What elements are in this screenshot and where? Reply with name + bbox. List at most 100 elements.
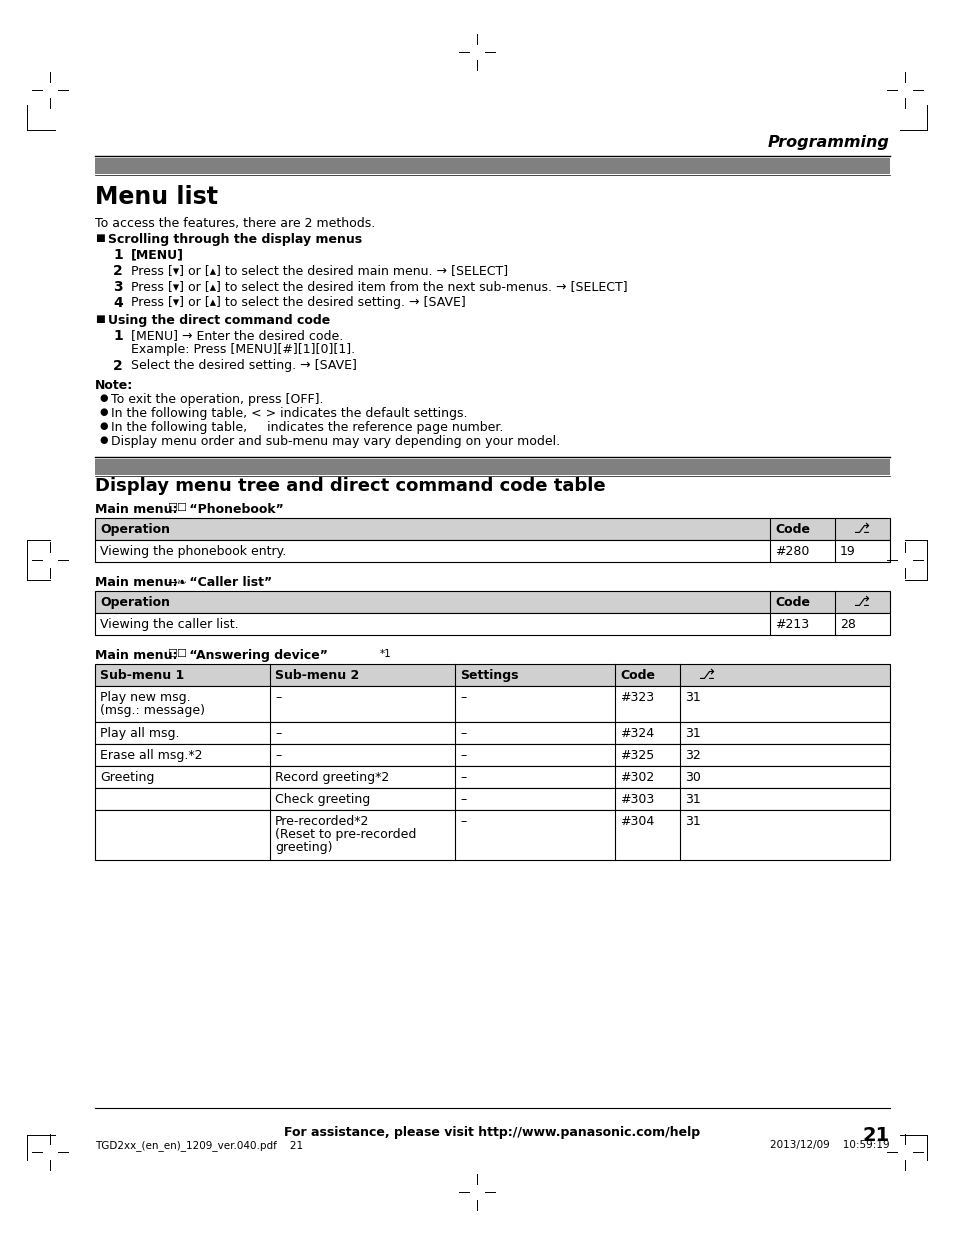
Text: Viewing the phonebook entry.: Viewing the phonebook entry. (100, 545, 286, 558)
Text: ⎇: ⎇ (699, 668, 715, 683)
Text: 4: 4 (112, 297, 123, 310)
Text: –: – (274, 750, 281, 762)
Text: Erase all msg.*2: Erase all msg.*2 (100, 750, 202, 762)
Text: Press [▾] or [▴] to select the desired setting. → [SAVE]: Press [▾] or [▴] to select the desired s… (131, 297, 465, 309)
Text: [MENU]: [MENU] (131, 248, 184, 261)
Bar (95, 158, 889, 174)
Text: [MENU] → Enter the desired code.: [MENU] → Enter the desired code. (131, 329, 343, 343)
Text: Scrolling through the display menus: Scrolling through the display menus (108, 233, 362, 246)
Text: Code: Code (619, 669, 655, 683)
Bar (95, 517, 889, 540)
Text: #302: #302 (619, 771, 654, 784)
Bar (95, 517, 889, 540)
Text: “Answering device”: “Answering device” (185, 649, 328, 661)
Text: Greeting: Greeting (100, 771, 154, 784)
Text: Programming: Programming (767, 135, 889, 150)
Text: Code: Code (774, 522, 809, 536)
Text: ☐☐: ☐☐ (167, 649, 187, 659)
Text: 31: 31 (684, 727, 700, 740)
Text: Example: Press [MENU][#][1][0][1].: Example: Press [MENU][#][1][0][1]. (131, 343, 355, 356)
Text: Display menu tree and direct command code table: Display menu tree and direct command cod… (95, 477, 605, 495)
Text: 31: 31 (684, 793, 700, 805)
Text: –: – (459, 691, 466, 704)
Text: ●: ● (99, 393, 108, 403)
Text: Record greeting*2: Record greeting*2 (274, 771, 389, 784)
Text: 3: 3 (112, 280, 123, 294)
Text: In the following table, < > indicates the default settings.: In the following table, < > indicates th… (111, 407, 467, 419)
Text: 2013/12/09    10:59:19: 2013/12/09 10:59:19 (770, 1140, 889, 1150)
Text: –: – (459, 771, 466, 784)
Text: Using the direct command code: Using the direct command code (108, 314, 330, 326)
Text: #325: #325 (619, 750, 654, 762)
Text: #324: #324 (619, 727, 654, 740)
Text: ⎇: ⎇ (854, 522, 869, 536)
Bar (95, 664, 889, 686)
Text: To exit the operation, press [OFF].: To exit the operation, press [OFF]. (111, 393, 323, 406)
Text: Check greeting: Check greeting (274, 793, 370, 805)
Text: ●: ● (99, 436, 108, 446)
Text: Code: Code (774, 596, 809, 609)
Bar (95, 591, 889, 613)
Text: (msg.: message): (msg.: message) (100, 704, 205, 717)
Text: Sub-menu 1: Sub-menu 1 (100, 669, 184, 683)
Text: TGD2xx_(en_en)_1209_ver.040.pdf    21: TGD2xx_(en_en)_1209_ver.040.pdf 21 (95, 1140, 303, 1150)
Text: 31: 31 (684, 691, 700, 704)
Text: 1: 1 (112, 329, 123, 343)
Bar (95, 745, 889, 766)
Text: Settings: Settings (459, 669, 518, 683)
Text: –: – (459, 750, 466, 762)
Text: ●: ● (99, 407, 108, 417)
Bar (95, 686, 889, 722)
Text: Menu list: Menu list (95, 185, 218, 208)
Text: 32: 32 (684, 750, 700, 762)
Text: –: – (274, 727, 281, 740)
Text: Play all msg.: Play all msg. (100, 727, 179, 740)
Text: greeting): greeting) (274, 841, 333, 854)
Bar (95, 722, 889, 745)
Text: *1: *1 (379, 649, 392, 659)
Text: Operation: Operation (100, 596, 170, 609)
Text: For assistance, please visit http://www.panasonic.com/help: For assistance, please visit http://www.… (284, 1126, 700, 1139)
Text: Sub-menu 2: Sub-menu 2 (274, 669, 359, 683)
Text: 19: 19 (840, 545, 855, 558)
Text: Main menu:: Main menu: (95, 649, 182, 661)
Text: 1: 1 (112, 248, 123, 262)
Bar (95, 664, 889, 686)
Text: Press [▾] or [▴] to select the desired item from the next sub-menus. → [SELECT]: Press [▾] or [▴] to select the desired i… (131, 280, 627, 293)
Text: –: – (459, 815, 466, 828)
Text: 2: 2 (112, 264, 123, 278)
Text: 31: 31 (684, 815, 700, 828)
Text: #304: #304 (619, 815, 654, 828)
Text: Display menu order and sub-menu may vary depending on your model.: Display menu order and sub-menu may vary… (111, 436, 559, 448)
Text: #280: #280 (774, 545, 808, 558)
Text: →❧: →❧ (167, 576, 187, 589)
Text: Viewing the caller list.: Viewing the caller list. (100, 618, 238, 630)
Text: 2: 2 (112, 359, 123, 374)
Text: 28: 28 (840, 618, 855, 630)
Bar (95, 540, 889, 562)
Text: #303: #303 (619, 793, 654, 805)
Text: Operation: Operation (100, 522, 170, 536)
Text: Main menu:: Main menu: (95, 503, 182, 516)
Text: Main menu:: Main menu: (95, 576, 182, 589)
Bar (95, 810, 889, 860)
Bar (95, 459, 889, 475)
Text: 21: 21 (862, 1126, 889, 1145)
Bar (95, 766, 889, 788)
Text: –: – (459, 727, 466, 740)
Text: ☐☐: ☐☐ (167, 503, 187, 513)
Text: To access the features, there are 2 methods.: To access the features, there are 2 meth… (95, 217, 375, 230)
Bar (95, 591, 889, 613)
Text: (Reset to pre-recorded: (Reset to pre-recorded (274, 828, 416, 841)
Text: –: – (274, 691, 281, 704)
Text: “Caller list”: “Caller list” (185, 576, 272, 589)
Text: –: – (459, 793, 466, 805)
Bar (95, 788, 889, 810)
Text: Pre-recorded*2: Pre-recorded*2 (274, 815, 369, 828)
Text: ●: ● (99, 421, 108, 431)
Text: “Phonebook”: “Phonebook” (185, 503, 283, 516)
Text: In the following table,     indicates the reference page number.: In the following table, indicates the re… (111, 421, 503, 434)
Bar (95, 613, 889, 635)
Text: ■: ■ (95, 233, 105, 243)
Text: #323: #323 (619, 691, 654, 704)
